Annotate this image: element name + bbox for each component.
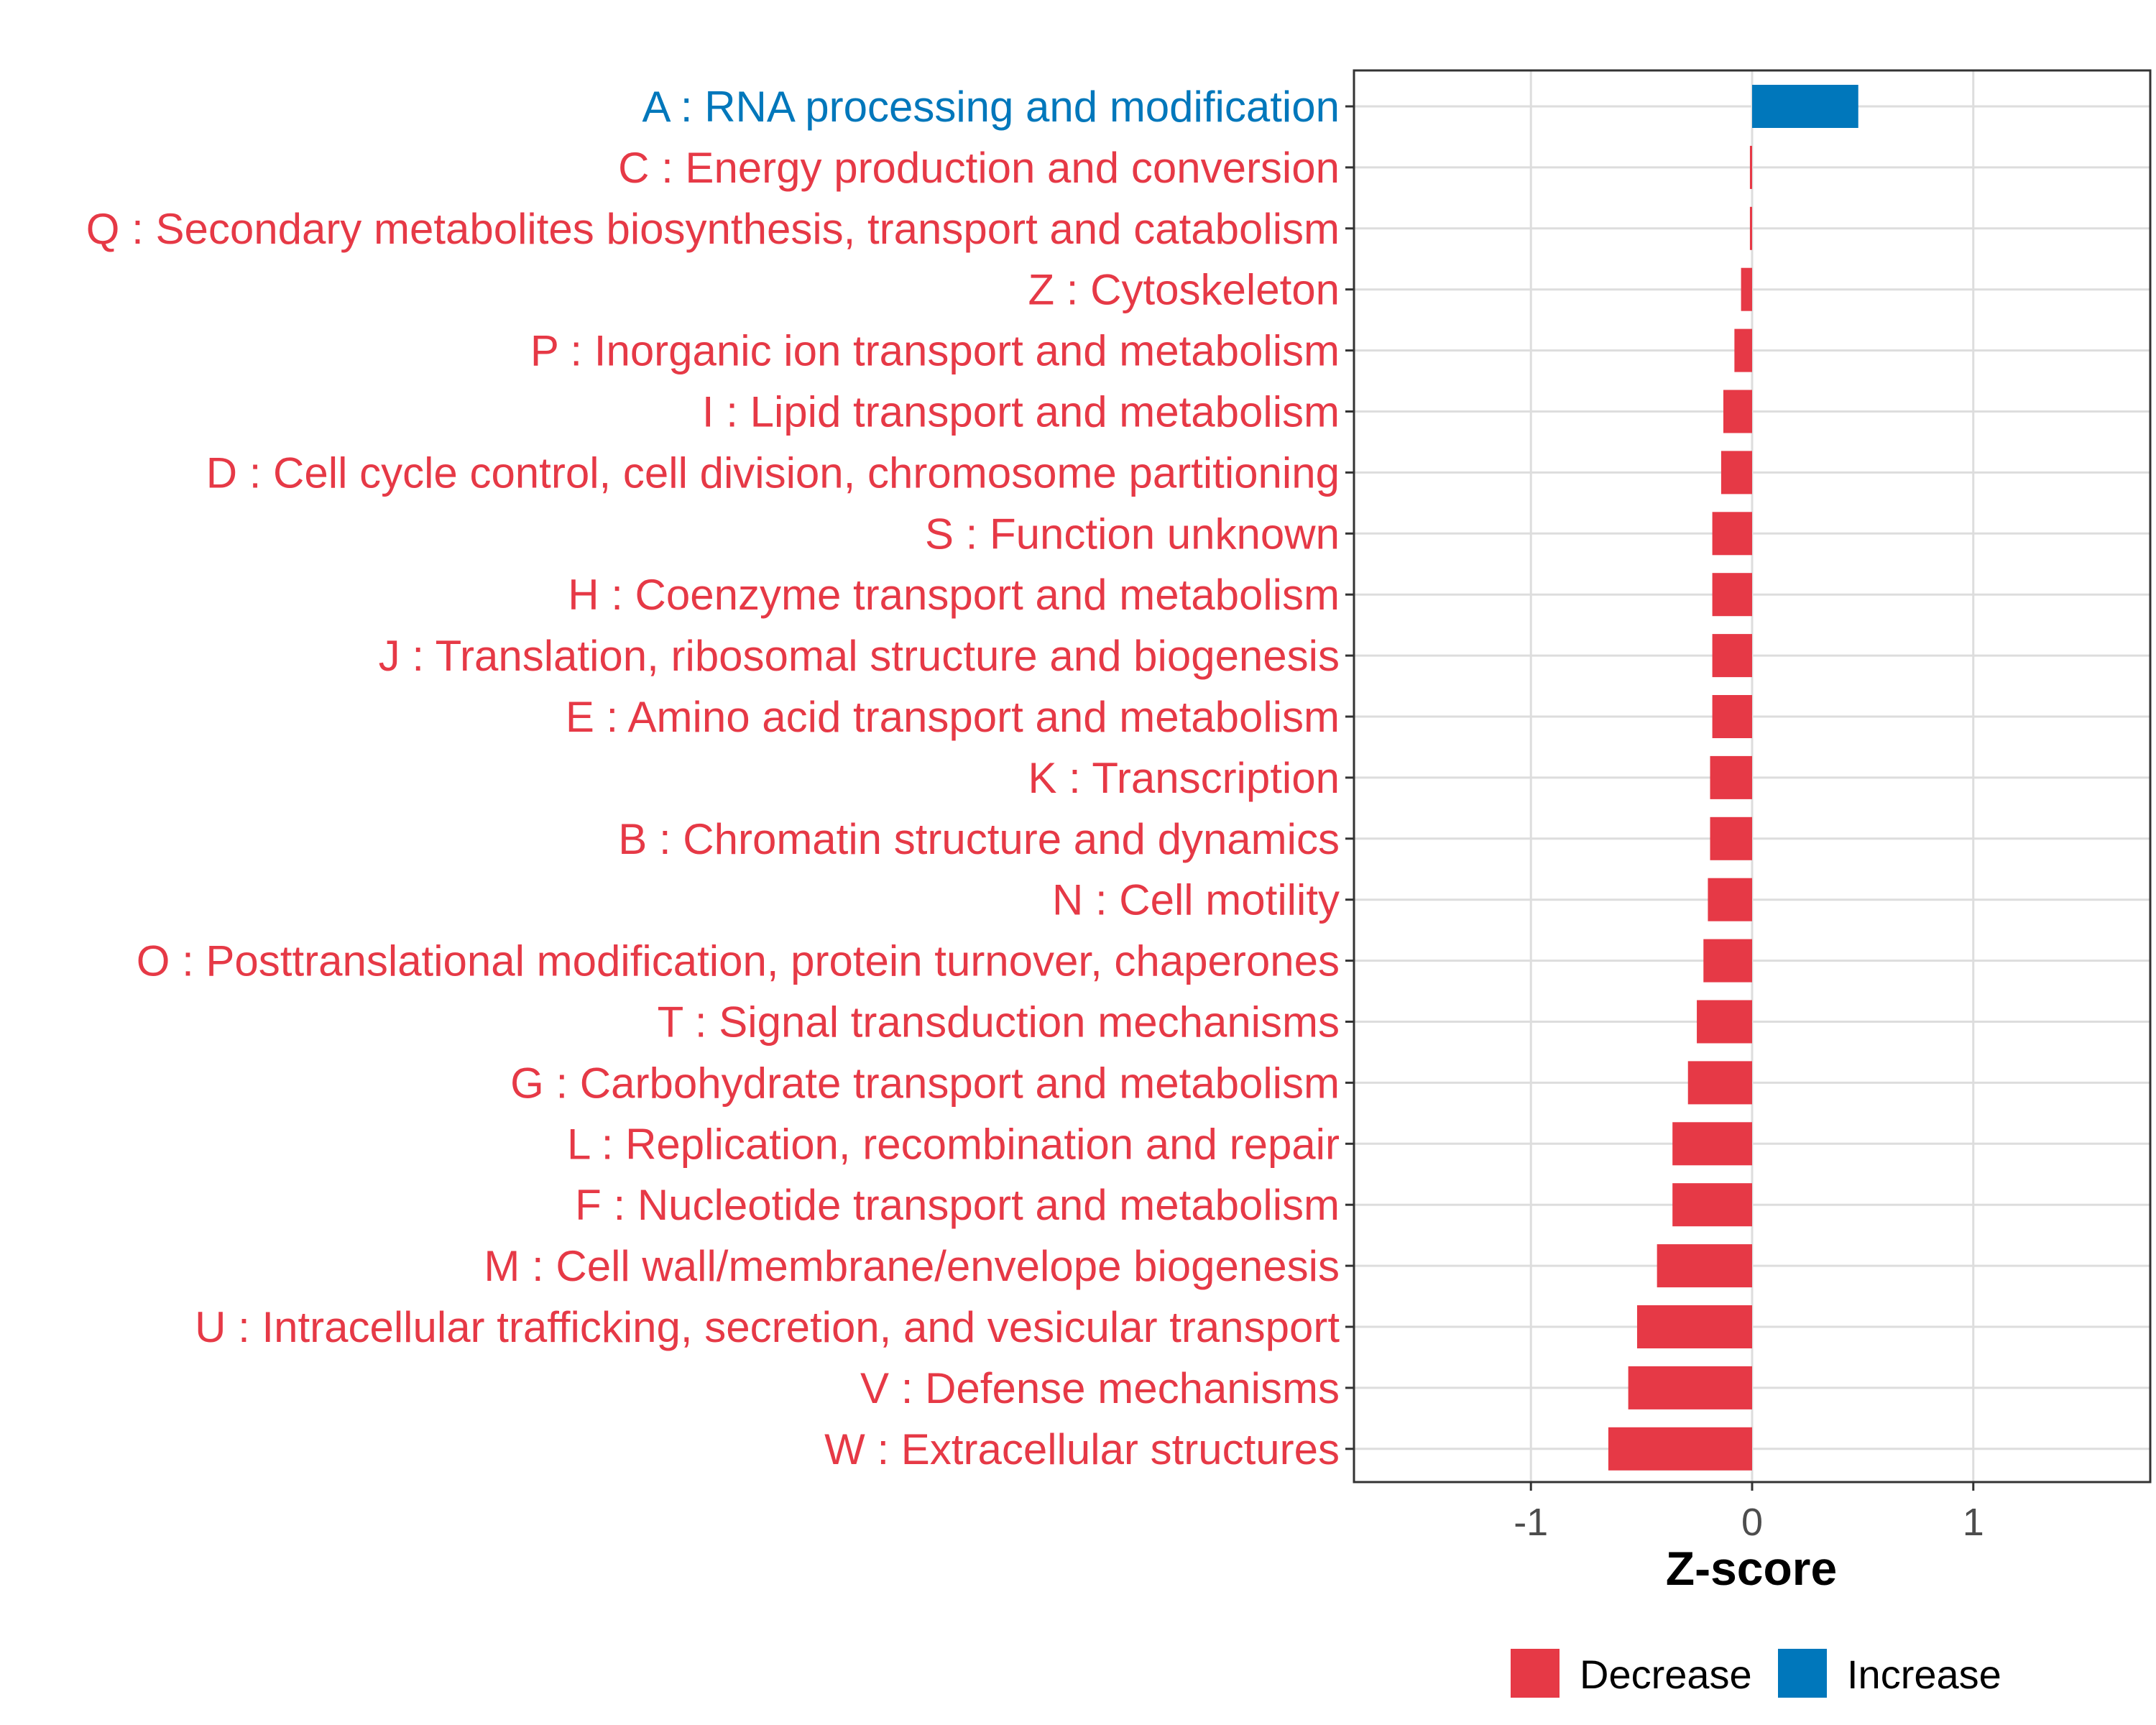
x-tick-label-1: 0 [1741, 1501, 1763, 1544]
bar-18 [1672, 1183, 1752, 1227]
legend-label-decrease: Decrease [1580, 1652, 1752, 1697]
category-label-4: P : Inorganic ion transport and metaboli… [530, 327, 1340, 375]
bar-13 [1708, 878, 1752, 921]
legend-label-increase: Increase [1847, 1652, 2001, 1697]
category-label-8: H : Coenzyme transport and metabolism [568, 571, 1340, 619]
category-label-12: B : Chromatin structure and dynamics [618, 815, 1340, 863]
bar-19 [1657, 1244, 1752, 1288]
category-label-19: M : Cell wall/membrane/envelope biogenes… [484, 1242, 1340, 1290]
bar-4 [1734, 328, 1752, 372]
bar-22 [1608, 1427, 1752, 1471]
x-tick-label-2: 1 [1963, 1501, 1984, 1544]
bar-7 [1712, 512, 1752, 556]
bar-20 [1636, 1305, 1752, 1348]
bar-6 [1720, 451, 1752, 494]
bar-10 [1712, 695, 1752, 738]
bar-1 [1749, 145, 1752, 189]
category-label-13: N : Cell motility [1052, 876, 1340, 924]
x-axis: -1 0 1 [1514, 1482, 1984, 1544]
category-label-2: Q : Secondary metabolites biosynthesis, … [86, 205, 1340, 253]
bar-21 [1628, 1366, 1752, 1409]
category-label-20: U : Intracellular trafficking, secretion… [195, 1303, 1340, 1351]
category-label-16: G : Carbohydrate transport and metabolis… [510, 1059, 1340, 1107]
category-label-3: Z : Cytoskeleton [1028, 266, 1340, 314]
category-label-6: D : Cell cycle control, cell division, c… [206, 448, 1340, 497]
bar-15 [1697, 1000, 1752, 1044]
category-label-0: A : RNA processing and modification [642, 83, 1340, 131]
legend-swatch-decrease [1511, 1649, 1560, 1698]
category-label-10: E : Amino acid transport and metabolism [566, 693, 1340, 741]
category-label-7: S : Function unknown [925, 510, 1340, 558]
bar-3 [1741, 267, 1752, 311]
bar-14 [1703, 939, 1752, 983]
category-label-14: O : Posttranslational modification, prot… [137, 937, 1340, 985]
legend-swatch-increase [1778, 1649, 1827, 1698]
category-label-1: C : Energy production and conversion [618, 144, 1340, 192]
category-label-15: T : Signal transduction mechanisms [658, 998, 1340, 1046]
bar-17 [1672, 1122, 1752, 1166]
bar-11 [1710, 755, 1752, 799]
x-axis-title: Z-score [1666, 1542, 1837, 1595]
y-axis: A : RNA processing and modification C : E… [86, 83, 1354, 1473]
bar-2 [1749, 206, 1752, 250]
category-label-18: F : Nucleotide transport and metabolism [575, 1181, 1340, 1229]
category-label-11: K : Transcription [1028, 754, 1340, 802]
category-label-9: J : Translation, ribosomal structure and… [379, 632, 1340, 680]
legend: Decrease Increase [1511, 1649, 2001, 1698]
x-tick-label-0: -1 [1514, 1501, 1548, 1544]
bar-layer [1608, 85, 1858, 1471]
category-label-21: V : Defense mechanisms [860, 1364, 1340, 1412]
bar-0 [1752, 85, 1858, 128]
category-label-22: W : Extracellular structures [824, 1425, 1340, 1473]
bar-9 [1712, 634, 1752, 678]
bar-8 [1712, 573, 1752, 617]
category-label-17: L : Replication, recombination and repai… [567, 1120, 1340, 1168]
bar-5 [1723, 390, 1752, 433]
bar-12 [1710, 816, 1752, 860]
bar-16 [1687, 1061, 1752, 1105]
category-label-5: I : Lipid transport and metabolism [702, 388, 1340, 436]
